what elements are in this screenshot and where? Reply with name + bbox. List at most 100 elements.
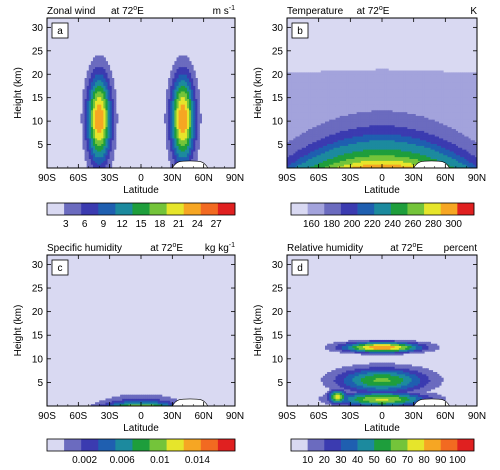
field-cell bbox=[178, 149, 182, 152]
field-cell bbox=[299, 79, 303, 83]
field-cell bbox=[327, 139, 330, 143]
field-cell bbox=[295, 72, 298, 75]
field-cell bbox=[90, 124, 94, 128]
field-cell bbox=[184, 89, 188, 92]
field-cell bbox=[301, 139, 305, 143]
field-cell bbox=[109, 164, 113, 167]
field-cell bbox=[384, 147, 387, 150]
field-cell bbox=[197, 121, 200, 124]
field-cell bbox=[92, 66, 96, 70]
field-cell bbox=[363, 96, 366, 100]
field-cell bbox=[333, 160, 336, 163]
field-cell bbox=[365, 154, 368, 158]
field-cell bbox=[291, 162, 294, 165]
field-cell bbox=[299, 139, 303, 143]
field-cell bbox=[95, 89, 98, 92]
field-cell bbox=[99, 139, 102, 143]
field-cell bbox=[415, 132, 419, 135]
field-cell bbox=[405, 78, 408, 81]
field-cell bbox=[331, 78, 334, 81]
field-cell bbox=[375, 128, 379, 131]
field-cell bbox=[95, 100, 98, 103]
field-cell bbox=[107, 109, 111, 113]
field-cell bbox=[107, 128, 111, 131]
field-cell bbox=[88, 76, 92, 79]
field-cell bbox=[373, 72, 377, 75]
field-cell bbox=[320, 130, 324, 133]
field-cell bbox=[170, 102, 173, 105]
field-cell bbox=[352, 106, 355, 109]
field-cell bbox=[289, 160, 292, 163]
field-cell bbox=[333, 166, 336, 169]
field-cell bbox=[314, 162, 317, 165]
field-cell bbox=[195, 139, 198, 143]
field-cell bbox=[182, 156, 186, 160]
field-cell bbox=[195, 136, 198, 139]
field-cell bbox=[90, 76, 94, 79]
field-cell bbox=[166, 98, 169, 101]
field-cell bbox=[90, 104, 94, 107]
field-cell bbox=[176, 143, 179, 146]
field-cell bbox=[325, 160, 328, 163]
field-cell bbox=[170, 138, 173, 141]
field-cell bbox=[377, 121, 381, 124]
field-cell bbox=[413, 74, 417, 77]
field-cell bbox=[335, 166, 339, 169]
field-cell bbox=[344, 94, 347, 98]
field-cell bbox=[318, 115, 322, 118]
field-cell bbox=[178, 96, 182, 100]
field-cell bbox=[314, 151, 317, 154]
field-cell bbox=[392, 156, 396, 160]
field-cell bbox=[371, 166, 374, 169]
field-cell bbox=[322, 121, 326, 124]
field-cell bbox=[103, 98, 106, 101]
field-cell bbox=[101, 64, 104, 68]
field-cell bbox=[392, 98, 396, 101]
field-cell bbox=[358, 124, 362, 128]
field-cell bbox=[339, 143, 343, 146]
field-cell bbox=[103, 106, 106, 109]
field-cell bbox=[325, 147, 328, 150]
field-cell bbox=[320, 145, 324, 148]
field-cell bbox=[109, 93, 113, 96]
field-cell bbox=[401, 106, 404, 109]
field-cell bbox=[352, 78, 355, 81]
field-cell bbox=[310, 154, 313, 158]
field-cell bbox=[363, 123, 366, 126]
field-cell bbox=[390, 113, 393, 116]
field-cell bbox=[289, 85, 292, 88]
field-cell bbox=[295, 158, 298, 161]
field-cell bbox=[365, 91, 368, 94]
field-cell bbox=[388, 130, 391, 133]
field-cell bbox=[101, 63, 104, 66]
field-cell bbox=[388, 151, 391, 154]
field-cell bbox=[350, 72, 353, 75]
field-cell bbox=[384, 145, 387, 148]
field-cell bbox=[386, 151, 389, 154]
field-cell bbox=[394, 149, 398, 152]
field-cell bbox=[312, 149, 315, 152]
field-cell bbox=[407, 145, 410, 148]
field-cell bbox=[316, 94, 320, 98]
field-cell bbox=[191, 151, 194, 154]
field-cell bbox=[398, 119, 402, 122]
field-cell bbox=[333, 100, 336, 103]
field-cell bbox=[388, 91, 391, 94]
field-cell bbox=[97, 102, 100, 105]
field-cell bbox=[371, 145, 374, 148]
field-cell bbox=[97, 61, 100, 64]
field-cell bbox=[316, 106, 320, 109]
field-cell bbox=[413, 94, 417, 98]
field-cell bbox=[107, 130, 111, 133]
field-cell bbox=[287, 72, 290, 75]
field-cell bbox=[325, 119, 328, 122]
field-cell bbox=[358, 126, 362, 130]
field-cell bbox=[308, 72, 311, 75]
field-cell bbox=[176, 70, 179, 73]
field-cell bbox=[293, 145, 296, 148]
field-cell bbox=[354, 151, 358, 154]
field-cell bbox=[346, 85, 349, 88]
field-cell bbox=[360, 128, 364, 131]
field-cell bbox=[186, 123, 190, 126]
field-cell bbox=[88, 158, 92, 161]
